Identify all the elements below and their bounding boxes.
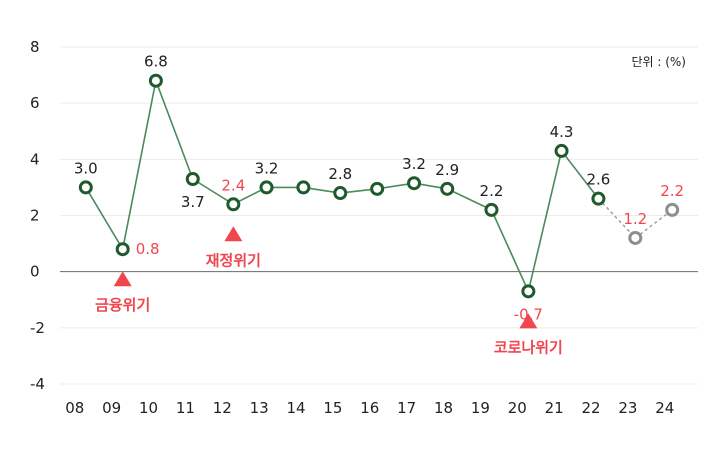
data-label: 3.2 [402,155,426,173]
data-point [296,180,311,195]
data-label: -0.7 [514,305,543,323]
x-tick-label: 21 [545,399,564,417]
crisis-label: 금융위기 [95,296,150,314]
crisis-marker-triangle [224,226,243,242]
data-point [333,186,348,201]
data-point [628,230,643,245]
x-tick-label: 08 [65,399,84,417]
data-point [665,202,680,217]
data-point [115,242,130,257]
y-tick-label: -2 [30,319,45,337]
series-line [85,77,600,294]
data-point [370,181,385,196]
data-point [591,191,606,206]
data-point [259,180,274,195]
data-label: 2.4 [221,176,245,194]
x-tick-label: 16 [360,399,379,417]
data-point [484,202,499,217]
data-label: 2.8 [328,165,352,183]
y-tick-label: -4 [30,375,45,393]
x-tick-label: 10 [139,399,158,417]
x-tick-label: 15 [323,399,342,417]
y-tick-label: 6 [30,94,40,112]
unit-label: 단위 : (%) [631,55,686,69]
y-tick-label: 2 [30,207,40,225]
x-tick-label: 13 [250,399,269,417]
data-label: 2.2 [480,182,504,200]
x-tick-label: 09 [102,399,121,417]
data-label: 0.8 [136,240,160,258]
x-tick-label: 14 [286,399,305,417]
y-tick-label: 4 [30,150,40,168]
data-point [521,284,536,299]
y-tick-label: 8 [30,38,40,56]
y-tick-label: 0 [30,263,40,281]
data-label: 2.2 [660,182,684,200]
data-label: 6.8 [144,53,168,71]
data-label: 3.7 [181,193,205,211]
data-point [226,197,241,212]
data-label: 2.6 [586,171,610,189]
x-tick-label: 17 [397,399,416,417]
data-point [148,73,163,88]
forecast-line [597,198,673,239]
data-point [440,181,455,196]
crisis-marker-triangle [519,313,538,329]
x-tick-label: 11 [176,399,195,417]
data-label: 4.3 [550,123,574,141]
data-point [78,180,93,195]
x-tick-label: 20 [508,399,527,417]
data-point [407,176,422,191]
data-label: 2.9 [435,161,459,179]
x-tick-label: 22 [582,399,601,417]
x-tick-label: 23 [618,399,637,417]
x-tick-label: 24 [655,399,674,417]
data-point [554,143,569,158]
x-tick-label: 18 [434,399,453,417]
data-point [185,171,200,186]
crisis-marker-triangle [113,271,132,287]
data-label: 3.0 [74,159,98,177]
data-label: 3.2 [255,159,279,177]
x-tick-label: 19 [471,399,490,417]
data-label: 1.2 [623,210,647,228]
crisis-label: 재정위기 [206,251,261,269]
crisis-label: 코로나위기 [494,338,563,356]
x-tick-label: 12 [213,399,232,417]
